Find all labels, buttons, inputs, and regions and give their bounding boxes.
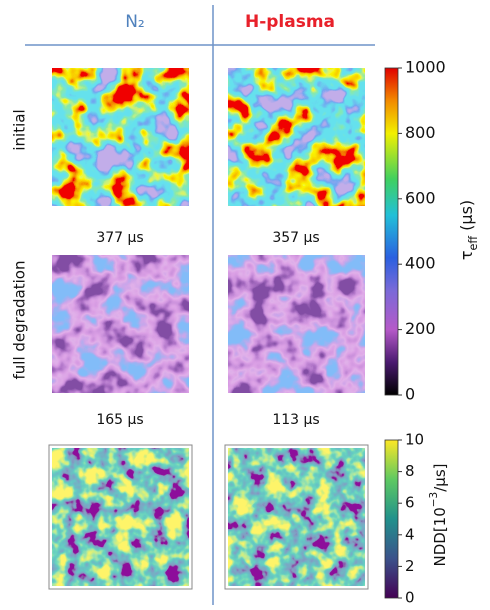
column-header: N₂ (125, 12, 145, 32)
label-part: /µs] (431, 463, 449, 491)
mean-lifetime: 377 µs (96, 230, 143, 246)
figure: N₂ H-plasma initial full degradation 377… (0, 0, 490, 610)
label-part: −3 (428, 492, 440, 507)
map-image (228, 255, 365, 393)
map-image (228, 68, 365, 206)
column-header: H-plasma (245, 12, 335, 32)
label-part: τ (457, 251, 476, 261)
map-image (52, 448, 189, 586)
colorbar-tick-label: 1000 (405, 58, 446, 77)
colorbar-tick-label: 0 (405, 589, 415, 607)
row-label: full degradation (11, 261, 29, 380)
mean-lifetime: 113 µs (272, 412, 319, 428)
colorbar-tick-label: 400 (405, 254, 436, 273)
map-image (52, 68, 189, 206)
colorbar-tick-label: 8 (405, 462, 415, 480)
map-image (52, 255, 189, 393)
map-image (228, 448, 365, 586)
colorbar-tick-label: 0 (405, 385, 415, 404)
colorbar-label: NDD[10−3/µs] (428, 463, 449, 566)
label-part: (µs) (457, 200, 476, 236)
label-part: NDD[10 (431, 507, 449, 566)
mean-lifetime: 165 µs (96, 412, 143, 428)
mean-lifetime: 357 µs (272, 230, 319, 246)
colorbar (385, 68, 398, 395)
colorbar-tick-label: 800 (405, 123, 436, 142)
row-label: initial (11, 109, 29, 150)
colorbar-label: τeff (µs) (457, 200, 480, 260)
colorbar-tick-label: 200 (405, 319, 436, 338)
colorbar-tick-label: 6 (405, 494, 415, 512)
colorbar-tick-label: 10 (405, 431, 424, 449)
colorbar (385, 440, 398, 598)
colorbar-tick-label: 600 (405, 188, 436, 207)
label-part: eff (467, 236, 480, 251)
colorbar-tick-label: 4 (405, 525, 415, 543)
colorbar-tick-label: 2 (405, 557, 415, 575)
